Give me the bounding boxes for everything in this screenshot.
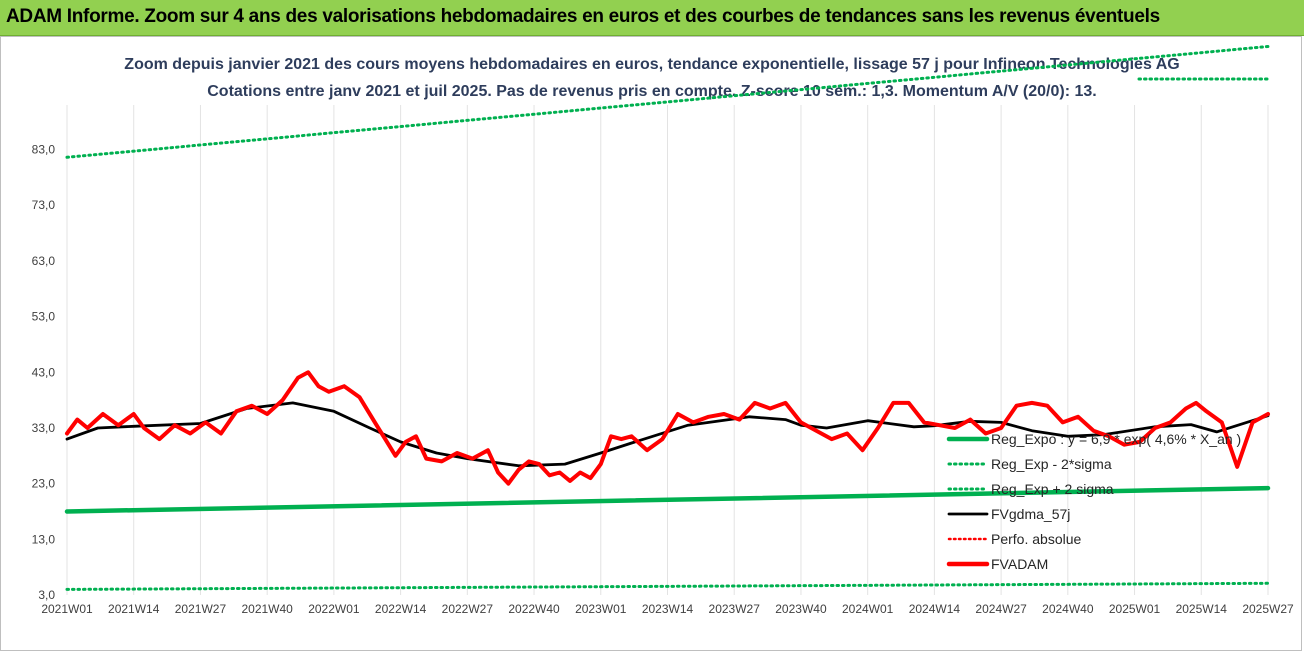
x-tick-label: 2024W01 — [842, 602, 894, 616]
y-tick-label: 33,0 — [32, 421, 56, 435]
x-tick-label: 2025W14 — [1176, 602, 1228, 616]
series-reg-expo — [64, 485, 1271, 514]
y-tick-label: 23,0 — [32, 477, 56, 491]
x-tick-label: 2024W14 — [909, 602, 961, 616]
x-tick-label: 2021W40 — [241, 602, 293, 616]
chart-grid — [66, 105, 1269, 595]
x-tick-label: 2022W40 — [508, 602, 560, 616]
y-tick-label: 13,0 — [32, 532, 56, 546]
price-trend-chart: Zoom depuis janvier 2021 des cours moyen… — [32, 45, 1294, 616]
series-reg-exp-plus-2sigma — [65, 45, 1270, 159]
legend-label: Reg_Exp - 2*sigma — [991, 456, 1112, 472]
chart-axes: 2021W01 2021W14 2021W27 2021W40 2022W01 2022W… — [32, 143, 1294, 616]
x-tick-label: 2023W14 — [642, 602, 694, 616]
legend-label: FVADAM — [991, 556, 1048, 572]
series-fvadam — [65, 370, 1270, 486]
x-tick-label: 2023W27 — [709, 602, 761, 616]
chart-legend: Reg_Expo : y = 6,9 * exp( 4,6% * X_an ) R… — [946, 431, 1241, 572]
x-tick-label: 2021W27 — [175, 602, 227, 616]
x-tick-label: 2025W01 — [1109, 602, 1161, 616]
x-tick-label: 2024W40 — [1042, 602, 1094, 616]
report-banner: ADAM Informe. Zoom sur 4 ans des valoris… — [0, 0, 1304, 36]
x-tick-label: 2024W27 — [975, 602, 1027, 616]
legend-label: FVgdma_57j — [991, 506, 1070, 522]
y-tick-label: 43,0 — [32, 365, 56, 379]
series-fvgdma-57j — [65, 401, 1270, 468]
y-tick-label: 73,0 — [32, 198, 56, 212]
x-tick-label: 2023W40 — [775, 602, 827, 616]
x-tick-label: 2023W01 — [575, 602, 627, 616]
legend-label: Perfo. absolue — [991, 531, 1081, 547]
y-tick-label: 3,0 — [38, 588, 55, 602]
y-tick-label: 53,0 — [32, 310, 56, 324]
chart-frame: Zoom depuis janvier 2021 des cours moyen… — [0, 36, 1302, 651]
x-tick-label: 2022W27 — [442, 602, 494, 616]
chart-subtitle: Cotations entre janv 2021 et juil 2025. … — [207, 83, 1097, 100]
chart-series — [64, 45, 1271, 591]
report-title: ADAM Informe. Zoom sur 4 ans des valoris… — [6, 6, 1160, 27]
legend-label: Reg_Exp + 2 sigma — [991, 481, 1114, 497]
x-tick-label: 2021W01 — [41, 602, 93, 616]
y-tick-label: 83,0 — [32, 143, 56, 157]
x-tick-label: 2022W01 — [308, 602, 360, 616]
x-tick-label: 2025W27 — [1242, 602, 1294, 616]
legend-label: Reg_Expo : y = 6,9 * exp( 4,6% * X_an ) — [991, 431, 1241, 447]
x-tick-label: 2021W14 — [108, 602, 160, 616]
series-reg-exp-minus-2sigma — [65, 581, 1270, 591]
y-tick-label: 63,0 — [32, 254, 56, 268]
x-tick-label: 2022W14 — [375, 602, 427, 616]
chart-title: Zoom depuis janvier 2021 des cours moyen… — [124, 56, 1179, 73]
